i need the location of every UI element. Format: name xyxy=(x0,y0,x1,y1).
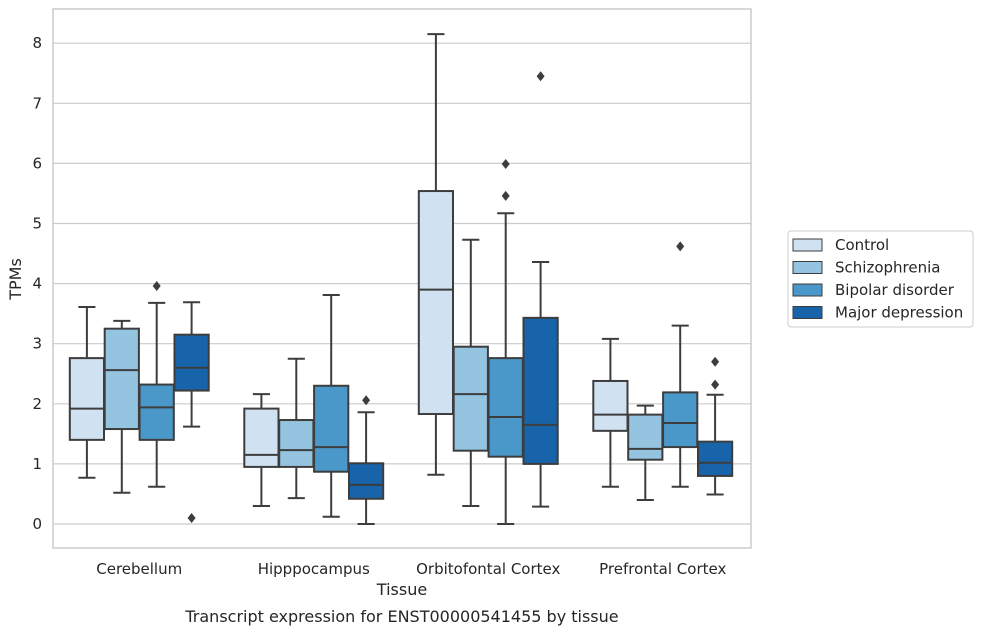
y-tick-label: 1 xyxy=(32,455,42,473)
box-group xyxy=(103,319,140,494)
box xyxy=(347,462,385,500)
box xyxy=(138,383,175,441)
box xyxy=(452,345,489,452)
x-tick-label: Orbitofontal Cortex xyxy=(416,560,560,578)
y-tick-label: 7 xyxy=(32,94,42,112)
chart-caption: Transcript expression for ENST0000054145… xyxy=(184,607,618,626)
box-group xyxy=(347,395,385,525)
box-group xyxy=(313,294,350,518)
box-group xyxy=(138,281,175,488)
box-group xyxy=(592,337,629,488)
legend-swatch xyxy=(792,283,823,297)
box xyxy=(662,391,699,449)
y-axis-title: TPMs xyxy=(6,258,25,301)
outlier-marker xyxy=(536,71,545,82)
y-tick-labels: 0 1 2 3 4 5 6 7 8 xyxy=(32,34,42,533)
box xyxy=(243,407,280,468)
y-tick-label: 5 xyxy=(32,215,42,233)
x-tick-label: Hipppocampus xyxy=(258,560,370,578)
box xyxy=(487,357,524,458)
x-axis-title: Tissue xyxy=(376,580,427,599)
y-tick-label: 4 xyxy=(32,275,42,293)
box xyxy=(173,333,210,392)
box-group xyxy=(522,71,559,508)
box xyxy=(592,379,629,432)
outlier-marker xyxy=(676,241,685,252)
outlier-marker xyxy=(501,159,510,170)
box xyxy=(696,440,734,477)
box xyxy=(313,384,350,473)
y-tick-label: 8 xyxy=(32,34,42,52)
legend: Control Schizophrenia Bipolar disorder Majo… xyxy=(787,230,974,328)
box xyxy=(417,190,455,416)
outlier-marker xyxy=(187,512,196,523)
box-group xyxy=(243,393,280,507)
y-tick-label: 6 xyxy=(32,154,42,172)
box-group xyxy=(417,33,455,476)
box-group xyxy=(662,241,699,488)
box-group xyxy=(696,356,734,496)
y-tick-label: 2 xyxy=(32,395,42,413)
x-tick-label: Prefrontal Cortex xyxy=(599,560,726,578)
legend-swatch xyxy=(792,261,823,274)
outlier-marker xyxy=(501,190,510,201)
box xyxy=(68,357,106,441)
box-group xyxy=(452,238,489,507)
box-group xyxy=(627,404,664,501)
plot-frame xyxy=(52,8,752,549)
box xyxy=(522,316,559,465)
outlier-marker xyxy=(362,395,371,406)
legend-swatch xyxy=(792,306,823,319)
box xyxy=(627,413,664,461)
outlier-marker xyxy=(711,379,720,390)
box-group xyxy=(68,306,106,479)
box-group xyxy=(487,159,524,525)
box xyxy=(103,327,140,431)
box-group xyxy=(173,301,210,523)
x-tick-label: Cerebellum xyxy=(96,560,182,578)
outlier-marker xyxy=(711,356,720,367)
y-tick-label: 3 xyxy=(32,335,42,353)
legend-label: Major depression xyxy=(835,304,963,322)
legend-frame xyxy=(787,230,974,328)
legend-label: Schizophrenia xyxy=(835,259,940,277)
x-tick-labels: Cerebellum Hipppocampus Orbitofontal Corte… xyxy=(96,560,726,578)
legend-label: Control xyxy=(835,236,889,254)
box xyxy=(278,419,315,468)
legend-swatch xyxy=(792,238,823,252)
boxes xyxy=(68,33,734,525)
legend-label: Bipolar disorder xyxy=(835,281,955,299)
y-tick-label: 0 xyxy=(32,515,42,533)
outlier-marker xyxy=(152,281,161,292)
box-group xyxy=(278,357,315,500)
